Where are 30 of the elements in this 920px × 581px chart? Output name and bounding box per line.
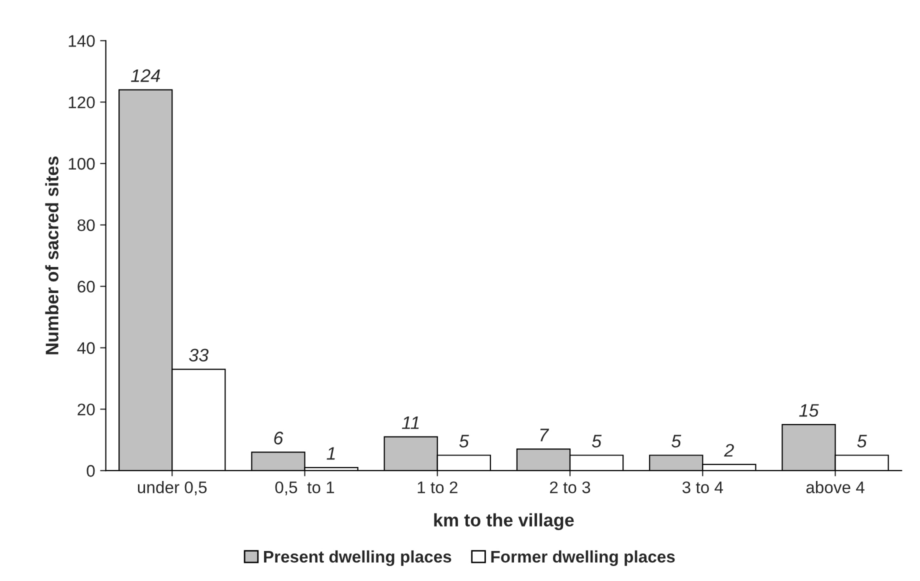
y-tick-label: 20 <box>78 404 95 416</box>
x-tick-label: 1 to 2 <box>418 481 458 494</box>
data-label: 5 <box>592 434 602 448</box>
y-tick-label: 40 <box>77 342 95 354</box>
data-label: 15 <box>799 404 819 417</box>
legend-label: Former dwelling places <box>491 550 675 566</box>
data-label: 5 <box>857 434 867 448</box>
x-axis-title: km to the village <box>434 513 574 530</box>
x-tick-label: under 0,5 <box>138 481 207 496</box>
data-label: 11 <box>402 416 419 429</box>
data-label: 5 <box>672 434 682 448</box>
data-label: 2 <box>724 444 734 457</box>
x-tick-label: above 4 <box>806 481 864 494</box>
y-tick-label: 120 <box>68 96 95 108</box>
data-label: 7 <box>540 428 550 442</box>
data-label: 5 <box>459 434 469 448</box>
legend-label: Present dwelling places <box>264 550 452 566</box>
y-tick-label: 100 <box>68 158 95 170</box>
data-label: 6 <box>274 432 284 444</box>
data-label: 124 <box>130 69 160 82</box>
y-tick-label: 80 <box>78 219 95 232</box>
data-label: 33 <box>189 348 209 362</box>
y-axis-title: Number of sacred sites <box>45 156 58 354</box>
x-tick-label: 3 to 4 <box>682 481 724 494</box>
x-tick-label: 0,5 to 1 <box>275 481 334 496</box>
y-tick-label: 0 <box>86 465 95 477</box>
x-tick-label: 2 to 3 <box>550 481 590 494</box>
data-label: 1 <box>326 447 335 460</box>
y-tick-label: 140 <box>68 35 95 47</box>
y-tick-label: 60 <box>78 280 95 293</box>
